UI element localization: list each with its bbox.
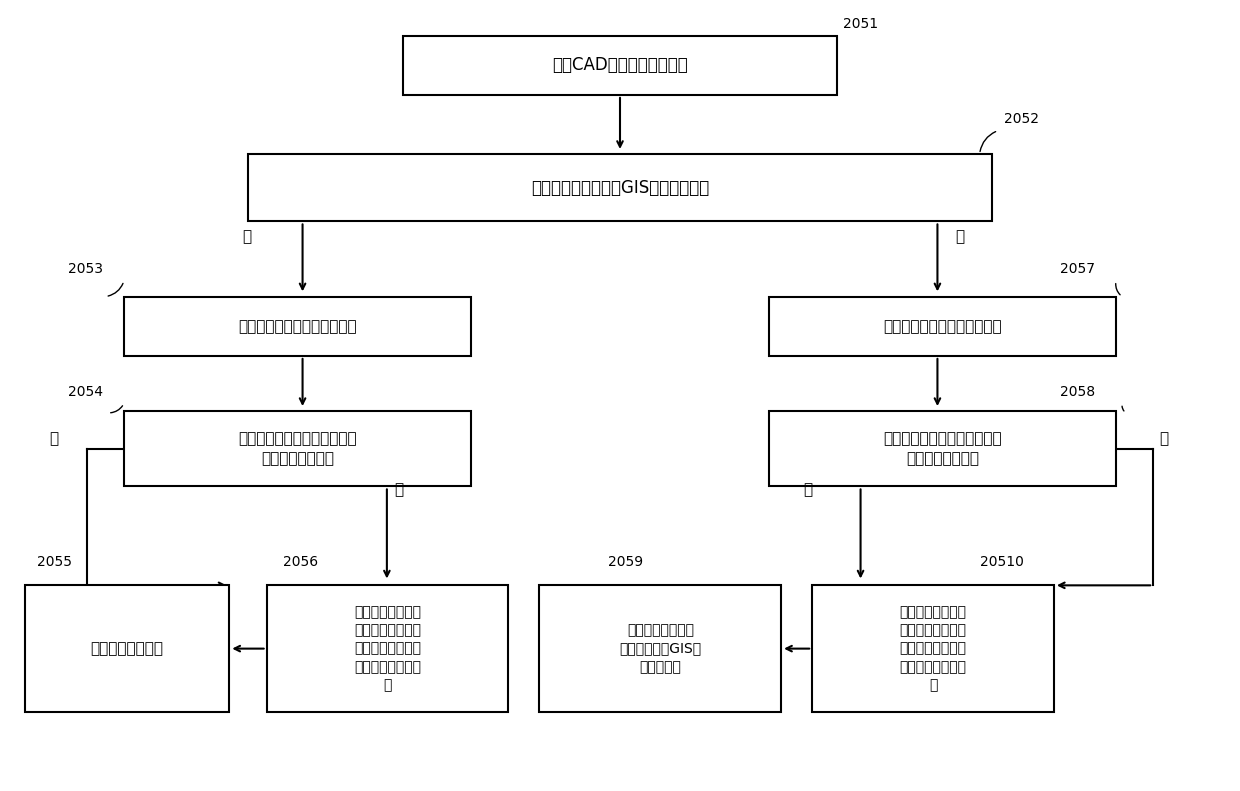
Text: 是: 是 — [50, 431, 58, 446]
Text: 判断第一文件是否满足预设的
第一文件限制条件: 判断第一文件是否满足预设的 第一文件限制条件 — [238, 432, 357, 466]
FancyBboxPatch shape — [25, 585, 229, 712]
Text: 2059: 2059 — [608, 554, 642, 569]
Text: 否: 否 — [394, 483, 403, 498]
FancyBboxPatch shape — [248, 154, 992, 221]
FancyBboxPatch shape — [539, 585, 781, 712]
Text: 保持第一文件不变: 保持第一文件不变 — [91, 642, 164, 656]
FancyBboxPatch shape — [267, 585, 508, 712]
Text: 否: 否 — [955, 229, 963, 244]
Text: 20510: 20510 — [980, 554, 1023, 569]
Text: 否: 否 — [1159, 431, 1168, 446]
Text: 2051: 2051 — [843, 17, 878, 31]
Text: 则对第一文件进行
文件切分，以使切
分后的第一文件满
足第一文件限制条
件: 则对第一文件进行 文件切分，以使切 分后的第一文件满 足第一文件限制条 件 — [353, 605, 422, 692]
Text: 则对第二文件进行
文件切分，以使切
分后的第二文件满
足第二文件限制条
件: 则对第二文件进行 文件切分，以使切 分后的第二文件满 足第二文件限制条 件 — [899, 605, 967, 692]
FancyBboxPatch shape — [769, 297, 1116, 356]
Text: 2057: 2057 — [1060, 262, 1095, 276]
Text: 将实体数据分割至第二文件中: 将实体数据分割至第二文件中 — [883, 319, 1002, 334]
Text: 遍历CAD文件中的实体数据: 遍历CAD文件中的实体数据 — [552, 56, 688, 74]
Text: 将实体数据分割至第一文件中: 将实体数据分割至第一文件中 — [238, 319, 357, 334]
FancyBboxPatch shape — [769, 411, 1116, 486]
Text: 2055: 2055 — [37, 554, 72, 569]
Text: 是: 是 — [804, 483, 812, 498]
Text: 2054: 2054 — [68, 384, 103, 399]
FancyBboxPatch shape — [812, 585, 1054, 712]
Text: 判断第二文件是否满足预设的
第二文件限制条件: 判断第二文件是否满足预设的 第二文件限制条件 — [883, 432, 1002, 466]
Text: 2052: 2052 — [1004, 112, 1039, 126]
Text: 2053: 2053 — [68, 262, 103, 276]
FancyBboxPatch shape — [124, 411, 471, 486]
FancyBboxPatch shape — [403, 36, 837, 95]
FancyBboxPatch shape — [124, 297, 471, 356]
Text: 2056: 2056 — [283, 554, 317, 569]
Text: 是: 是 — [242, 229, 250, 244]
Text: 将第二文件中的实
体数据处理为GIS可
识别的数据: 将第二文件中的实 体数据处理为GIS可 识别的数据 — [619, 623, 702, 674]
Text: 2058: 2058 — [1060, 384, 1095, 399]
Text: 判断实体数据是否为GIS可识别的数据: 判断实体数据是否为GIS可识别的数据 — [531, 179, 709, 197]
